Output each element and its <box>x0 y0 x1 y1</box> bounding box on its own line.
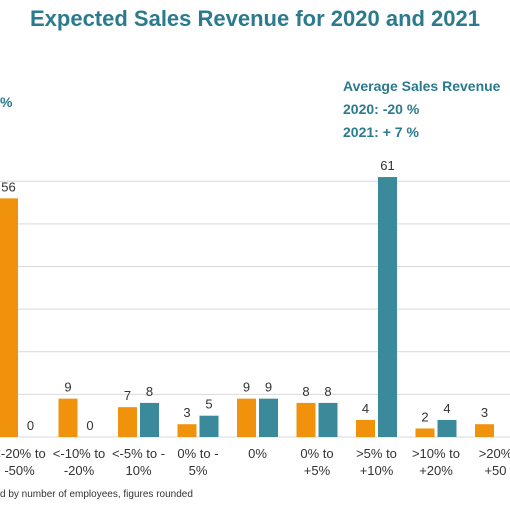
bar-2021-2 <box>140 402 159 437</box>
category-label-6: +10% <box>360 463 394 478</box>
data-label-2021-0: 0 <box>27 418 34 433</box>
data-label-2021-2: 8 <box>146 384 153 399</box>
category-label-4: 0% <box>248 446 267 461</box>
data-label-2020-1: 9 <box>64 380 71 395</box>
bar-2021-4 <box>259 398 278 437</box>
category-label-7: >10% to <box>412 446 460 461</box>
category-label-0: -50% <box>4 463 35 478</box>
bar-2021-3 <box>199 415 219 437</box>
bar-2020-3 <box>177 424 197 437</box>
data-label-2021-7: 4 <box>443 401 450 416</box>
footnote: d by number of employees, figures rounde… <box>0 489 193 500</box>
average-revenue-annotation: Average Sales Revenue 2020: -20 % 2021: … <box>343 75 510 144</box>
data-label-2020-7: 2 <box>421 409 428 424</box>
data-label-2020-3: 3 <box>183 405 190 420</box>
data-label-2020-2: 7 <box>124 388 131 403</box>
bar-2020-7 <box>415 428 435 437</box>
bar-2020-8 <box>475 424 494 437</box>
data-label-2020-8: 3 <box>481 405 488 420</box>
category-label-0: <-20% to <box>0 446 46 461</box>
average-revenue-heading: Average Sales Revenue <box>343 78 501 94</box>
data-label-2021-5: 8 <box>324 384 331 399</box>
bar-2020-6 <box>356 419 375 437</box>
left-annotation-fragment: % <box>0 94 13 110</box>
data-label-2021-6: 61 <box>380 158 394 173</box>
category-labels: <-20% to -50% <-10% to -20% <-5% to - 10% 0% t… <box>0 446 510 478</box>
average-2020-line: 2020: -20 % <box>343 101 420 117</box>
average-2021-line: 2021: + 7 % <box>343 124 419 140</box>
bar-2020-2 <box>118 407 137 437</box>
data-label-2020-0: 56 <box>1 179 15 194</box>
category-label-2: 10% <box>125 463 151 478</box>
category-label-5: 0% to <box>300 446 333 461</box>
category-label-3: 0% to - <box>177 446 218 461</box>
category-label-6: >5% to <box>356 446 397 461</box>
category-label-7: +20% <box>419 463 453 478</box>
bar-2021-5 <box>318 402 338 437</box>
category-label-1: <-10% to <box>53 446 105 461</box>
data-label-2020-5: 8 <box>302 384 309 399</box>
category-label-1: -20% <box>64 463 95 478</box>
data-label-2021-3: 5 <box>205 397 212 412</box>
category-label-3: 5% <box>189 463 208 478</box>
bar-2021-7 <box>437 419 457 437</box>
bar-2020-1 <box>58 398 78 437</box>
chart-title: Expected Sales Revenue for 2020 and 2021 <box>29 6 480 31</box>
bar-2020-4 <box>237 398 256 437</box>
data-label-2021-1: 0 <box>86 418 93 433</box>
category-label-5: +5% <box>304 463 331 478</box>
bar-2020-5 <box>296 402 316 437</box>
category-label-2: <-5% to - <box>112 446 165 461</box>
data-label-2021-4: 9 <box>265 380 272 395</box>
bars <box>0 177 494 438</box>
data-label-2020-6: 4 <box>362 401 369 416</box>
data-label-2020-4: 9 <box>243 380 250 395</box>
bar-2020-0 <box>0 198 18 437</box>
category-label-8: +50 <box>484 463 506 478</box>
bar-2021-6 <box>378 177 397 438</box>
category-label-8: >20% <box>479 446 510 461</box>
